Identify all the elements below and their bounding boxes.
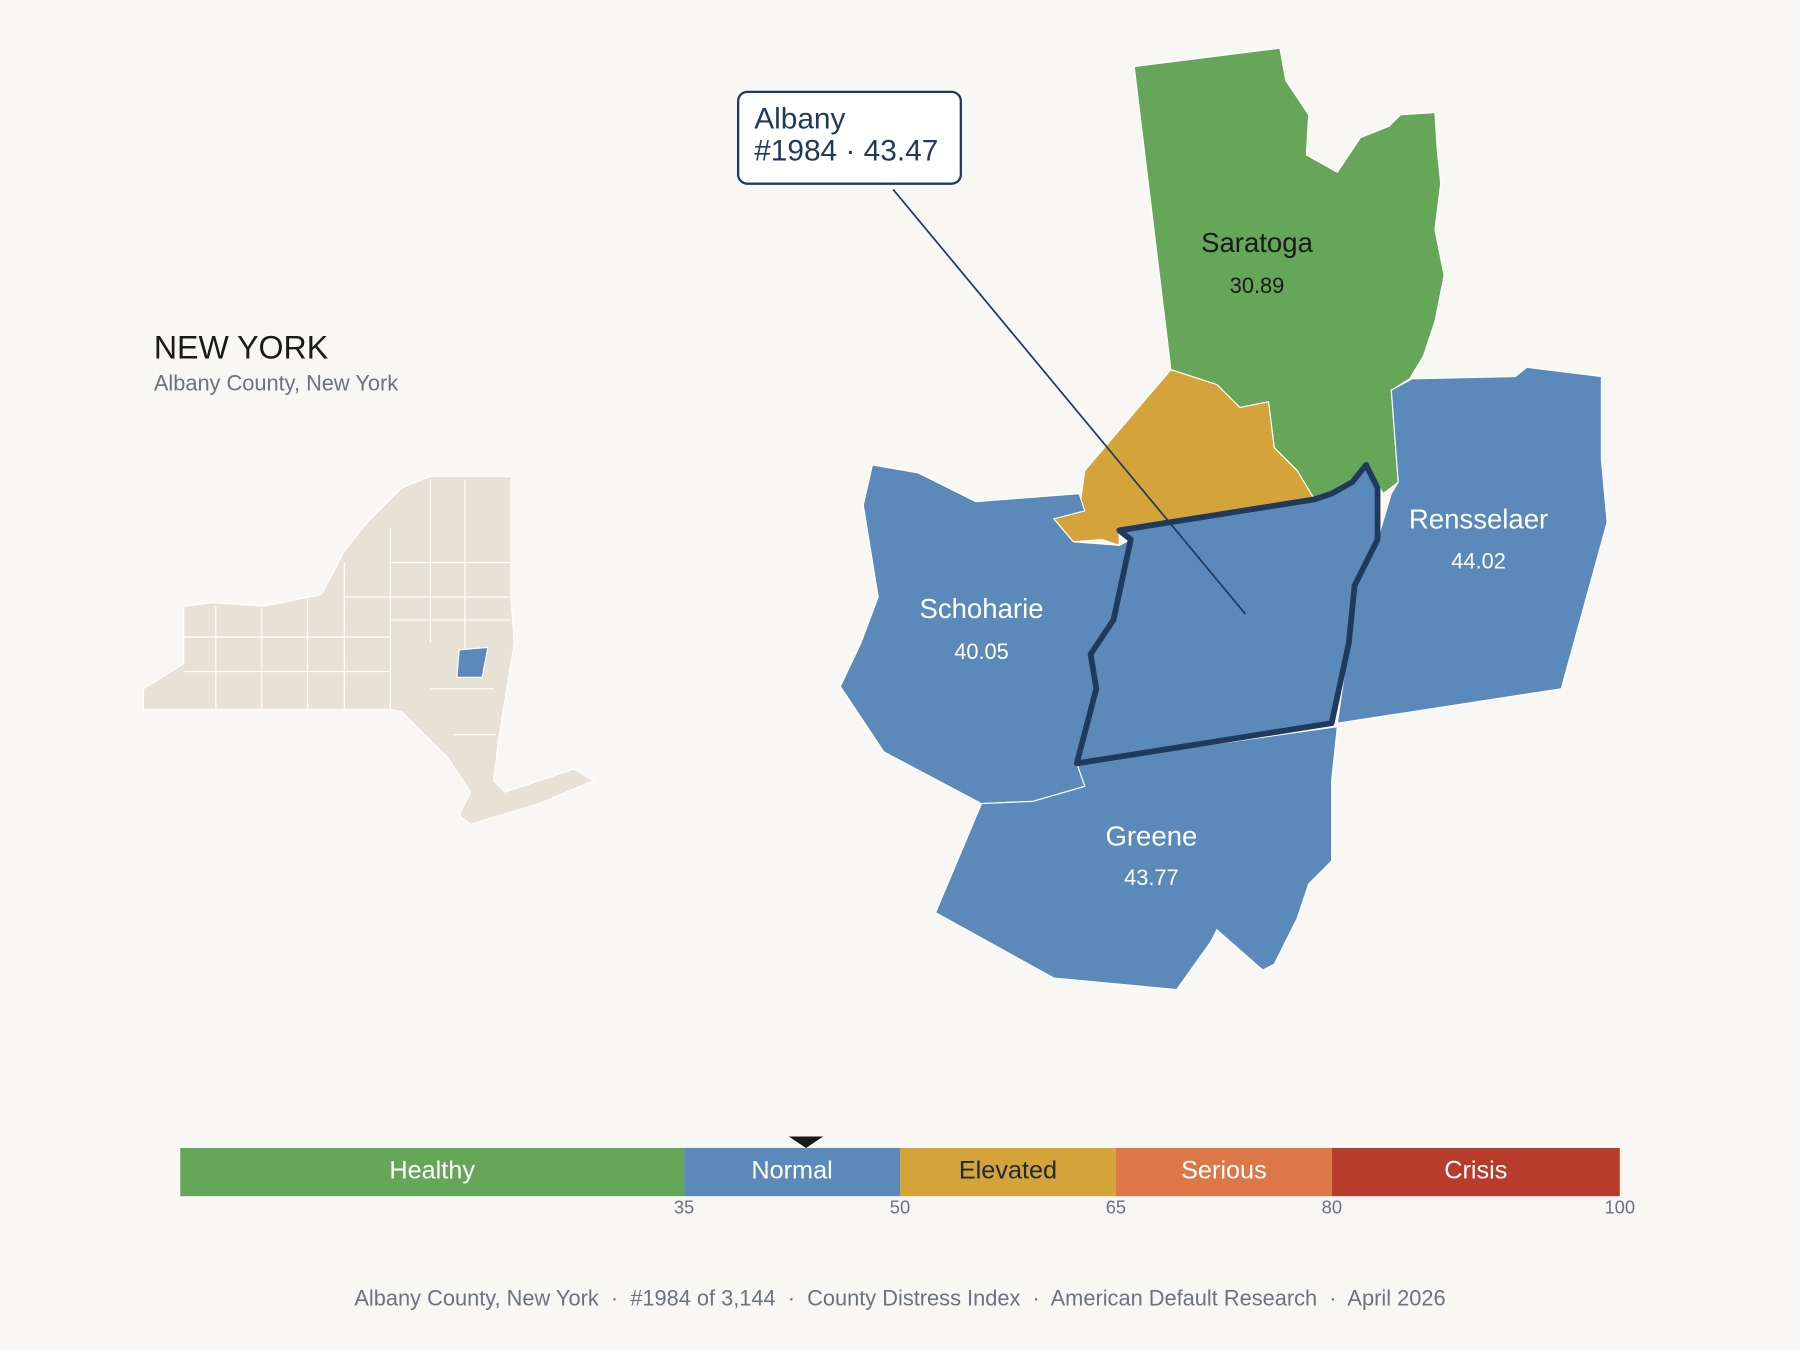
county-name: Schoharie (919, 593, 1043, 624)
callout-name: Albany (754, 102, 845, 135)
selected-county (1073, 462, 1381, 767)
callout-leader (892, 188, 1247, 615)
county-value: 44.02 (1451, 548, 1506, 573)
selected-county-inset (456, 646, 489, 678)
footer: Albany County, New York · #1984 of 3,144… (354, 1285, 1445, 1310)
county-name: Rensselaer (1409, 503, 1548, 534)
county-map: Saratoga 30.89 Schoharie 40.05 Rensselae… (839, 47, 1608, 991)
segment-label: Crisis (1444, 1157, 1507, 1185)
state-inset (142, 475, 595, 825)
scale-tick-label: 35 (674, 1197, 694, 1218)
scale-tick-label: 65 (1106, 1197, 1126, 1218)
county-name: Saratoga (1201, 227, 1313, 258)
county-value: 40.05 (954, 639, 1009, 664)
state-title: NEW YORK (154, 330, 329, 366)
state-shape (142, 475, 595, 825)
segment-label: Serious (1181, 1157, 1267, 1185)
segment-label: Elevated (959, 1157, 1057, 1185)
county-lines (183, 479, 511, 736)
scale-segment (1115, 1147, 1332, 1197)
scale-segment (684, 1147, 900, 1197)
county-value: 30.89 (1230, 273, 1285, 298)
segment-label: Healthy (389, 1157, 475, 1185)
callout-box (736, 90, 962, 185)
scale-tick-label: 80 (1322, 1197, 1342, 1218)
scale-tick-label: 50 (890, 1197, 910, 1218)
segment-label: Normal (751, 1157, 832, 1185)
scale-segment (1331, 1147, 1620, 1197)
county-name: Greene (1105, 820, 1197, 851)
county-subtitle: Albany County, New York (154, 370, 398, 395)
county-shape (934, 725, 1339, 991)
scale-segment (180, 1147, 685, 1197)
score-marker (788, 1136, 824, 1148)
distress-scale: Healthy Normal Elevated Serious Crisis 35 50 65… (180, 1136, 1635, 1218)
scale-tick-label: 100 (1604, 1197, 1635, 1218)
callout-detail: #1984 · 43.47 (754, 135, 938, 168)
scale-segment (900, 1147, 1116, 1197)
county-shape (1336, 366, 1608, 724)
county-value: 43.77 (1124, 865, 1179, 890)
